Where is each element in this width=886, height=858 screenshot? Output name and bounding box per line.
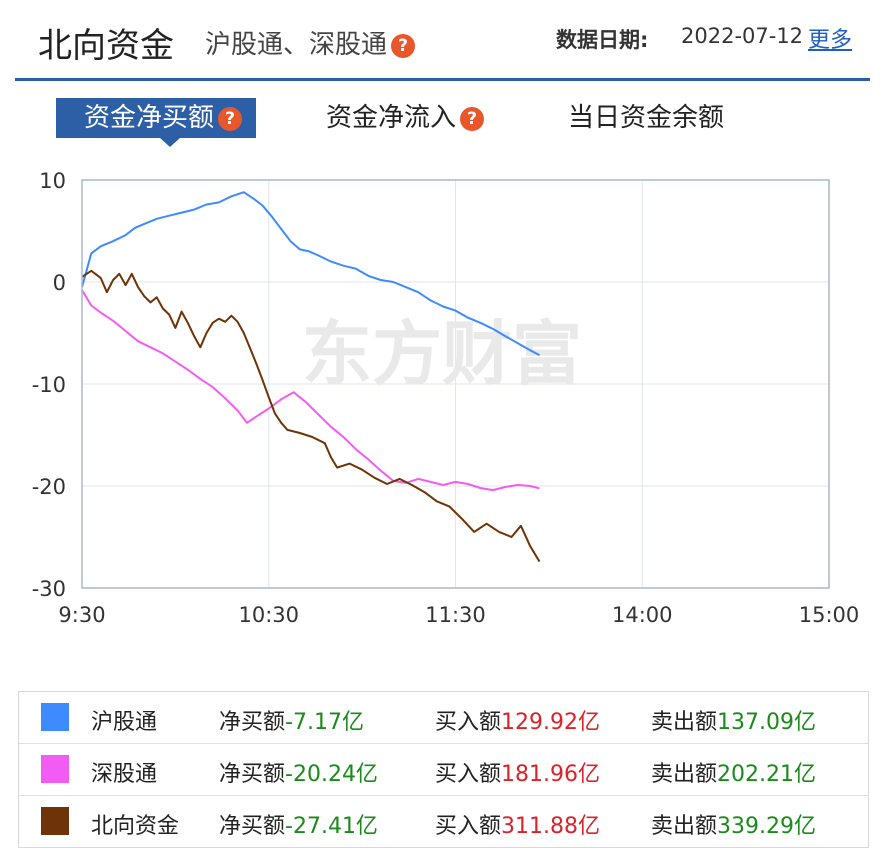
active-tab-pointer bbox=[160, 138, 180, 147]
more-link[interactable]: 更多 bbox=[808, 28, 853, 53]
net-buy-label: 净买额 bbox=[219, 762, 286, 787]
net-buy-chart: 东方财富 10 0 -10 -20 -30 9:30 10:30 11:30 14:00 15:… bbox=[32, 169, 860, 627]
header: 北向资金 沪股通、深股通? 数据日期: 2022-07-12 更多 bbox=[0, 0, 886, 78]
legend-swatch bbox=[41, 703, 69, 731]
sell-cell: 卖出额202.21亿 bbox=[651, 756, 816, 788]
net-buy-value: -7.17亿 bbox=[285, 710, 364, 735]
y-tick-label: 10 bbox=[39, 169, 66, 193]
help-icon[interactable]: ? bbox=[218, 106, 243, 131]
net-buy-cell: 净买额-7.17亿 bbox=[219, 704, 364, 736]
tab-daily-balance-label: 当日资金余额 bbox=[568, 103, 725, 133]
y-tick-label: -20 bbox=[32, 475, 66, 499]
net-buy-label: 净买额 bbox=[219, 814, 286, 839]
y-tick-label: 0 bbox=[53, 271, 66, 295]
tab-net-buy-label: 资金净买额 bbox=[84, 103, 215, 133]
buy-label: 买入额 bbox=[435, 762, 502, 787]
sell-cell: 卖出额137.09亿 bbox=[651, 704, 816, 736]
sell-value: 339.29亿 bbox=[717, 814, 816, 839]
legend-swatch bbox=[41, 807, 69, 835]
buy-cell: 买入额129.92亿 bbox=[435, 704, 600, 736]
help-icon[interactable]: ? bbox=[460, 106, 485, 131]
page-subtitle: 沪股通、深股通? bbox=[205, 24, 416, 61]
x-axis: 9:30 10:30 11:30 14:00 15:00 bbox=[58, 603, 859, 627]
plot-frame bbox=[81, 179, 830, 589]
tab-daily-balance[interactable]: 当日资金余额 bbox=[568, 98, 724, 138]
sell-value: 202.21亿 bbox=[717, 762, 816, 787]
legend-row: 沪股通 净买额-7.17亿 买入额129.92亿 卖出额137.09亿 bbox=[19, 692, 868, 744]
x-tick-label: 9:30 bbox=[58, 603, 105, 627]
sell-label: 卖出额 bbox=[651, 762, 718, 787]
legend-series-name: 沪股通 bbox=[91, 710, 158, 735]
legend-series-name: 北向资金 bbox=[91, 814, 180, 839]
subtitle-text: 沪股通、深股通 bbox=[205, 30, 388, 60]
buy-value: 311.88亿 bbox=[501, 814, 600, 839]
chart-series bbox=[81, 191, 541, 563]
net-buy-cell: 净买额-20.24亿 bbox=[219, 756, 378, 788]
buy-cell: 买入额181.96亿 bbox=[435, 756, 600, 788]
series-line-2 bbox=[81, 269, 541, 563]
buy-value: 181.96亿 bbox=[501, 762, 600, 787]
page-title: 北向资金 bbox=[38, 26, 174, 66]
net-buy-cell: 净买额-27.41亿 bbox=[219, 808, 378, 840]
net-buy-label: 净买额 bbox=[219, 710, 286, 735]
x-tick-label: 14:00 bbox=[612, 603, 673, 627]
series-line-0 bbox=[81, 191, 540, 356]
sell-label: 卖出额 bbox=[651, 710, 718, 735]
buy-label: 买入额 bbox=[435, 814, 502, 839]
x-tick-label: 15:00 bbox=[799, 603, 860, 627]
x-tick-label: 10:30 bbox=[238, 603, 299, 627]
legend-row: 深股通 净买额-20.24亿 买入额181.96亿 卖出额202.21亿 bbox=[19, 744, 868, 796]
legend-table: 沪股通 净买额-7.17亿 买入额129.92亿 卖出额137.09亿 深股通 … bbox=[18, 691, 869, 848]
buy-cell: 买入额311.88亿 bbox=[435, 808, 600, 840]
watermark: 东方财富 bbox=[302, 313, 582, 395]
header-divider bbox=[15, 78, 870, 81]
y-axis: 10 0 -10 -20 -30 bbox=[32, 169, 66, 601]
y-tick-label: -10 bbox=[32, 373, 66, 397]
buy-value: 129.92亿 bbox=[501, 710, 600, 735]
tab-net-inflow-label: 资金净流入 bbox=[326, 103, 457, 133]
x-tick-label: 11:30 bbox=[425, 603, 486, 627]
sell-label: 卖出额 bbox=[651, 814, 718, 839]
net-buy-value: -20.24亿 bbox=[285, 762, 378, 787]
legend-swatch bbox=[41, 755, 69, 783]
sell-cell: 卖出额339.29亿 bbox=[651, 808, 816, 840]
tab-net-buy[interactable]: 资金净买额? bbox=[56, 98, 257, 138]
legend-series-name: 深股通 bbox=[91, 762, 158, 787]
date-label: 数据日期: bbox=[556, 28, 649, 52]
sell-value: 137.09亿 bbox=[717, 710, 816, 735]
legend-row: 北向资金 净买额-27.41亿 买入额311.88亿 卖出额339.29亿 bbox=[19, 796, 868, 847]
series-line-1 bbox=[81, 289, 540, 492]
tab-net-inflow[interactable]: 资金净流入? bbox=[326, 98, 485, 138]
help-icon[interactable]: ? bbox=[391, 33, 416, 58]
y-tick-label: -30 bbox=[32, 577, 66, 601]
net-buy-value: -27.41亿 bbox=[285, 814, 378, 839]
date-value: 2022-07-12 bbox=[681, 24, 804, 48]
buy-label: 买入额 bbox=[435, 710, 502, 735]
